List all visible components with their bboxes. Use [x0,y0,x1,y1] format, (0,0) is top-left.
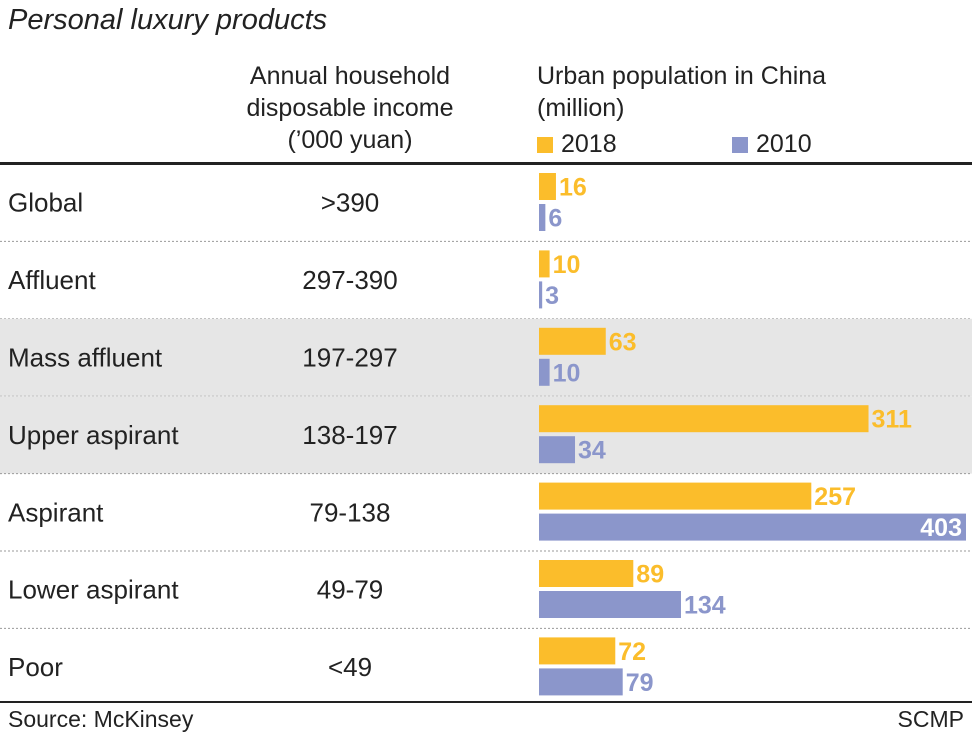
row-label-poor: Poor [8,652,63,682]
population-column-header: Urban population in China (million) [537,62,827,122]
header-rule [0,162,972,165]
income-range-aspirant: 79-138 [310,497,391,527]
bar-2018-affluent [539,250,550,278]
data-label-2010-affluent: 3 [545,282,559,310]
income-range-mass-affluent: 197-297 [302,343,397,373]
row-highlight-mass-affluent [0,318,972,397]
data-label-2010-upper-aspirant: 34 [578,437,606,465]
income-range-global: >390 [321,188,380,218]
legend-item-2010: 2010 [732,128,812,160]
row-label-upper-aspirant: Upper aspirant [8,420,179,450]
legend-swatch-2018 [537,137,553,153]
data-label-2010-mass-affluent: 10 [553,359,581,387]
row-label-mass-affluent: Mass affluent [8,343,163,373]
bar-2010-upper-aspirant [539,436,576,464]
data-label-2018-mass-affluent: 63 [609,328,637,356]
bar-2010-aspirant [539,513,966,541]
bar-2018-mass-affluent [539,327,606,355]
bar-2018-aspirant [539,482,812,510]
data-label-2010-global: 6 [548,205,562,233]
bar-2018-lower-aspirant [539,560,634,587]
source-note: Source: McKinsey [8,706,194,732]
legend-label-2010: 2010 [756,130,812,158]
income-range-poor: <49 [328,652,372,682]
data-label-2010-lower-aspirant: 134 [684,592,726,620]
data-label-2018-aspirant: 257 [814,483,856,511]
bar-2010-affluent [539,281,543,309]
row-label-aspirant: Aspirant [8,497,104,527]
row-label-lower-aspirant: Lower aspirant [8,575,179,605]
data-label-2010-poor: 79 [626,669,654,697]
bar-2010-lower-aspirant [539,591,681,618]
data-label-2018-upper-aspirant: 311 [872,406,912,434]
bar-2018-poor [539,637,616,665]
chart-title: Personal luxury products [8,4,328,36]
bar-2018-global [539,173,556,200]
data-label-2018-poor: 72 [618,638,646,666]
data-label-2018-affluent: 10 [553,251,581,279]
income-column-header: Annual household disposable income (’000 y… [246,62,454,154]
income-range-affluent: 297-390 [302,265,397,295]
data-label-2010-aspirant: 403 [920,514,962,542]
data-label-2018-lower-aspirant: 89 [636,561,664,589]
row-label-global: Global [8,188,83,218]
legend-label-2018: 2018 [561,130,617,158]
income-range-upper-aspirant: 138-197 [302,420,397,450]
legend-item-2018: 2018 [537,128,617,160]
row-label-affluent: Affluent [8,265,96,295]
bar-2010-global [539,204,546,231]
bar-2018-upper-aspirant [539,405,869,433]
legend-swatch-2010 [732,137,748,153]
income-range-lower-aspirant: 49-79 [317,575,384,605]
bar-2010-poor [539,668,623,696]
bar-2010-mass-affluent [539,358,550,386]
credit-note: SCMP [897,706,964,732]
data-label-2018-global: 16 [559,174,587,202]
